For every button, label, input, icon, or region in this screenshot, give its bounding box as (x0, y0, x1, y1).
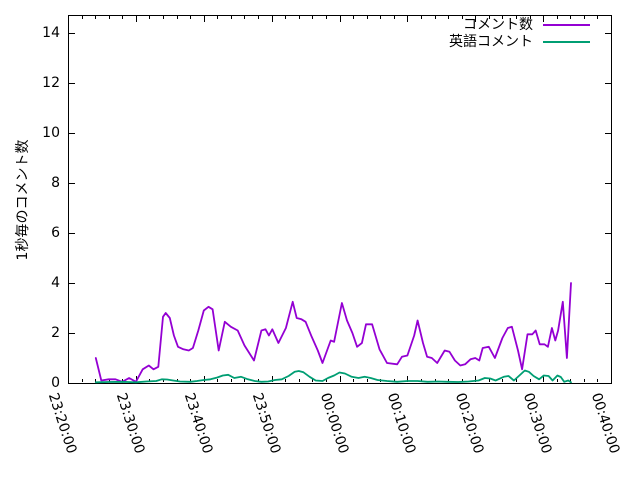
y-tick-label: 8 (51, 175, 60, 191)
y-tick-label: 4 (51, 275, 60, 291)
series-line-english-comments (94, 369, 572, 384)
y-tick-label: 2 (51, 325, 60, 341)
plot-border (68, 15, 612, 384)
legend-label: コメント数 (463, 17, 533, 33)
y-tick-label: 0 (51, 375, 60, 391)
legend-label: 英語コメント (449, 34, 533, 50)
y-tick-label: 6 (51, 225, 60, 241)
y-tick-label: 14 (42, 25, 60, 41)
y-tick-label: 10 (42, 125, 60, 141)
y-tick-label: 12 (42, 75, 60, 91)
series-line-comments (94, 282, 572, 383)
